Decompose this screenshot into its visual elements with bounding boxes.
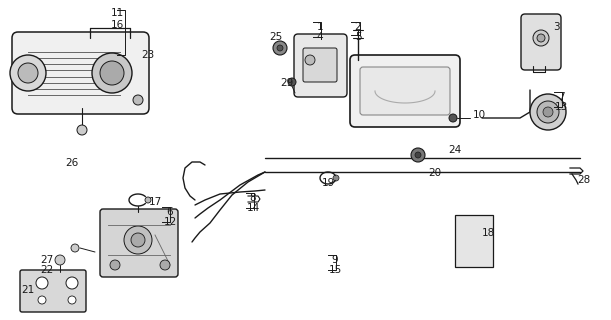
Circle shape [530,94,566,130]
Text: 21: 21 [21,285,35,295]
Text: 5: 5 [355,32,361,42]
FancyBboxPatch shape [100,209,178,277]
Text: 15: 15 [328,265,342,275]
Text: 25: 25 [269,32,283,42]
Text: 17: 17 [148,197,162,207]
Text: 19: 19 [321,178,335,188]
Text: 14: 14 [246,203,260,213]
Text: 20: 20 [428,168,442,178]
Text: 26: 26 [65,158,79,168]
Circle shape [145,197,151,203]
FancyBboxPatch shape [12,32,149,114]
Circle shape [160,260,170,270]
Text: 2: 2 [355,22,361,32]
Text: 22: 22 [40,265,54,275]
FancyBboxPatch shape [303,48,337,82]
Text: 13: 13 [554,102,568,112]
FancyBboxPatch shape [350,55,460,127]
Circle shape [77,125,87,135]
Circle shape [333,175,339,181]
Circle shape [66,277,78,289]
Text: 29: 29 [280,78,294,88]
Text: 6: 6 [167,207,174,217]
Circle shape [10,55,46,91]
FancyBboxPatch shape [20,270,86,312]
Circle shape [449,114,457,122]
Bar [455,215,493,267]
FancyBboxPatch shape [521,14,561,70]
Circle shape [92,53,132,93]
Text: 28: 28 [577,175,591,185]
Circle shape [537,34,545,42]
Circle shape [36,277,48,289]
Text: 16: 16 [111,20,123,30]
Text: 8: 8 [250,193,256,203]
Text: 4: 4 [316,32,323,42]
Text: 10: 10 [472,110,486,120]
FancyBboxPatch shape [360,67,450,115]
Circle shape [71,244,79,252]
Circle shape [133,95,143,105]
Circle shape [38,296,46,304]
Circle shape [288,78,296,86]
Circle shape [533,30,549,46]
Circle shape [55,255,65,265]
Circle shape [18,63,38,83]
Circle shape [68,296,76,304]
Text: 24: 24 [448,145,462,155]
FancyBboxPatch shape [294,34,347,97]
Text: 9: 9 [332,255,338,265]
Text: 11: 11 [111,8,123,18]
Text: 1: 1 [316,22,323,32]
Circle shape [277,45,283,51]
Text: 7: 7 [558,92,565,102]
Circle shape [537,101,559,123]
Text: 27: 27 [40,255,54,265]
Circle shape [305,55,315,65]
Circle shape [411,148,425,162]
Circle shape [273,41,287,55]
Circle shape [131,233,145,247]
Circle shape [110,260,120,270]
Text: 3: 3 [553,22,559,32]
Circle shape [415,152,421,158]
Circle shape [100,61,124,85]
Circle shape [543,107,553,117]
Text: 18: 18 [481,228,495,238]
Text: 23: 23 [141,50,155,60]
Text: 12: 12 [163,217,177,227]
Circle shape [124,226,152,254]
